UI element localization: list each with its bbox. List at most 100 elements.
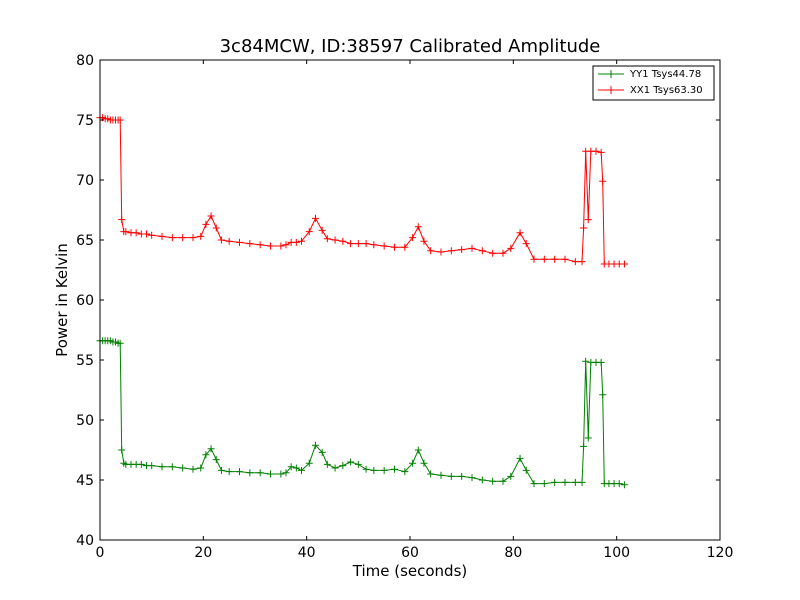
data-point <box>339 462 347 470</box>
data-point <box>246 240 254 248</box>
data-point <box>277 242 285 250</box>
data-point <box>458 246 466 254</box>
data-point <box>212 456 220 464</box>
data-point <box>551 255 559 263</box>
data-point <box>507 244 515 252</box>
data-point <box>478 247 486 255</box>
data-point <box>148 231 156 239</box>
data-point <box>478 476 486 484</box>
data-point <box>597 358 605 366</box>
data-point <box>318 226 326 234</box>
data-point <box>522 466 530 474</box>
data-point <box>137 460 145 468</box>
data-point <box>420 459 428 467</box>
data-point <box>437 471 445 479</box>
data-point <box>540 480 548 488</box>
data-point <box>582 357 590 365</box>
data-point <box>401 468 409 476</box>
data-point <box>409 459 417 467</box>
data-point <box>391 243 398 251</box>
data-point <box>256 469 264 477</box>
series-1 <box>96 114 628 268</box>
data-point <box>489 249 497 257</box>
data-point <box>620 481 628 489</box>
data-point <box>516 229 524 237</box>
data-point <box>287 463 295 471</box>
data-point <box>401 243 409 251</box>
data-point <box>530 255 538 263</box>
data-point <box>292 238 300 246</box>
data-point <box>179 234 187 242</box>
data-point <box>420 237 428 245</box>
data-point <box>370 241 378 249</box>
data-point <box>516 454 524 462</box>
series-layer <box>96 114 628 489</box>
x-tick-label: 60 <box>401 545 419 561</box>
data-point <box>217 236 225 244</box>
data-point <box>354 460 362 468</box>
data-point <box>409 234 417 242</box>
data-point <box>246 469 254 477</box>
data-point <box>197 464 205 472</box>
data-point <box>561 478 569 486</box>
data-point <box>311 214 319 222</box>
data-point <box>292 464 300 472</box>
data-point <box>584 216 592 224</box>
y-tick-label: 75 <box>76 113 94 129</box>
data-point <box>282 241 290 249</box>
x-axis-label: Time (seconds) <box>352 562 468 580</box>
data-point <box>571 478 579 486</box>
x-tick-label: 20 <box>194 545 212 561</box>
data-point <box>323 460 331 468</box>
data-point <box>580 442 588 450</box>
y-tick-label: 80 <box>76 53 94 69</box>
data-point <box>207 212 215 220</box>
legend-label-yy1: YY1 Tsys44.78 <box>629 69 701 80</box>
plot-frame <box>99 59 721 541</box>
data-point <box>458 472 466 480</box>
x-tick-label: 100 <box>603 545 630 561</box>
data-point <box>122 228 130 236</box>
data-point <box>217 466 225 474</box>
data-point <box>256 241 264 249</box>
data-point <box>318 448 326 456</box>
data-point <box>507 472 515 480</box>
data-point <box>207 445 215 453</box>
x-tick-label: 0 <box>96 545 105 561</box>
data-point <box>447 247 455 255</box>
data-point <box>380 466 388 474</box>
data-point <box>599 177 607 185</box>
series-0 <box>96 337 628 489</box>
data-point <box>339 237 347 245</box>
y-tick-label: 65 <box>76 233 94 249</box>
legend-label-xx1: XX1 Tsys63.30 <box>630 85 703 96</box>
data-point <box>347 240 355 248</box>
data-point <box>331 236 339 244</box>
data-point <box>282 469 290 477</box>
data-point <box>168 234 176 242</box>
legend-marker-xx1: + <box>606 83 616 97</box>
data-point <box>236 238 243 246</box>
data-point <box>561 255 569 263</box>
data-point <box>179 464 187 472</box>
data-point <box>499 249 507 257</box>
axis-ticks: 0 20 40 60 80 100 120 40 45 50 55 60 65 70 75 80 <box>76 53 733 561</box>
data-point <box>427 470 435 478</box>
data-point <box>597 148 605 156</box>
data-point <box>592 147 600 155</box>
data-point <box>225 468 233 476</box>
data-point <box>437 248 445 256</box>
data-point <box>489 477 497 485</box>
y-tick-label: 45 <box>76 473 94 489</box>
data-point <box>615 480 623 488</box>
x-tick-label: 80 <box>504 545 522 561</box>
data-point <box>427 247 435 255</box>
data-point <box>305 228 313 236</box>
data-point <box>578 258 586 266</box>
data-point <box>143 230 150 238</box>
plot-area <box>100 60 720 540</box>
data-point <box>236 468 243 476</box>
x-tick-label: 40 <box>298 545 316 561</box>
data-point <box>362 465 370 473</box>
data-point <box>267 242 274 250</box>
